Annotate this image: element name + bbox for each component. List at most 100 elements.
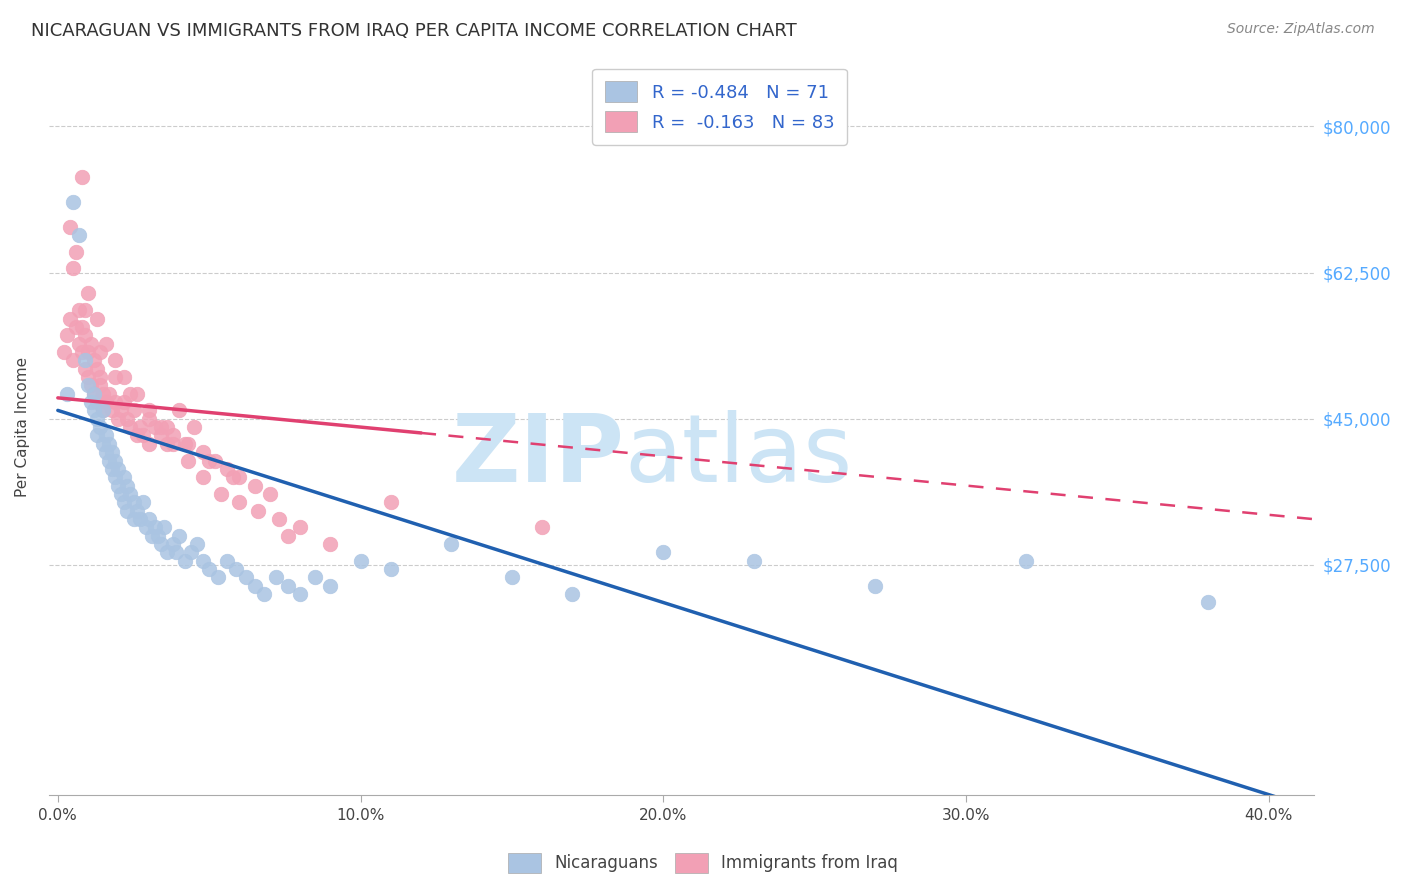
Point	[80, 395, 103, 409]
Point	[104, 470, 127, 484]
Point	[207, 570, 229, 584]
Point	[96, 336, 118, 351]
Point	[177, 453, 200, 467]
Point	[59, 311, 82, 326]
Point	[440, 537, 463, 551]
Point	[288, 587, 311, 601]
Point	[135, 520, 157, 534]
Point	[65, 244, 87, 259]
Point	[380, 562, 402, 576]
Point	[91, 437, 114, 451]
Point	[122, 403, 145, 417]
Point	[561, 587, 583, 601]
Point	[180, 545, 202, 559]
Point	[89, 345, 111, 359]
Point	[146, 529, 169, 543]
Point	[75, 328, 97, 343]
Point	[91, 403, 114, 417]
Point	[152, 520, 174, 534]
Point	[131, 495, 153, 509]
Point	[117, 478, 139, 492]
Y-axis label: Per Capita Income: Per Capita Income	[15, 357, 30, 497]
Point	[162, 537, 184, 551]
Point	[380, 495, 402, 509]
Point	[59, 219, 82, 234]
Point	[1015, 554, 1038, 568]
Point	[131, 428, 153, 442]
Point	[863, 579, 886, 593]
Point	[62, 194, 84, 209]
Point	[243, 579, 266, 593]
Point	[191, 554, 214, 568]
Point	[107, 478, 129, 492]
Point	[128, 512, 150, 526]
Point	[83, 403, 105, 417]
Point	[77, 345, 100, 359]
Point	[67, 303, 90, 318]
Point	[125, 503, 148, 517]
Point	[112, 470, 135, 484]
Point	[243, 478, 266, 492]
Point	[259, 487, 281, 501]
Point	[89, 420, 111, 434]
Point	[1197, 595, 1219, 609]
Point	[186, 537, 208, 551]
Text: atlas: atlas	[624, 410, 852, 502]
Point	[217, 462, 239, 476]
Point	[70, 345, 93, 359]
Point	[149, 428, 172, 442]
Point	[96, 445, 118, 459]
Point	[264, 570, 287, 584]
Point	[277, 529, 299, 543]
Point	[141, 529, 163, 543]
Point	[122, 495, 145, 509]
Point	[138, 411, 160, 425]
Point	[156, 545, 179, 559]
Point	[77, 286, 100, 301]
Point	[75, 303, 97, 318]
Point	[277, 579, 299, 593]
Point	[77, 370, 100, 384]
Point	[304, 570, 326, 584]
Point	[162, 428, 184, 442]
Point	[83, 386, 105, 401]
Point	[75, 353, 97, 368]
Point	[98, 453, 121, 467]
Point	[128, 420, 150, 434]
Point	[149, 420, 172, 434]
Point	[235, 570, 257, 584]
Point	[138, 512, 160, 526]
Point	[225, 562, 247, 576]
Point	[652, 545, 675, 559]
Point	[65, 319, 87, 334]
Point	[104, 395, 127, 409]
Point	[742, 554, 765, 568]
Point	[288, 520, 311, 534]
Point	[91, 403, 114, 417]
Point	[104, 453, 127, 467]
Point	[83, 353, 105, 368]
Point	[86, 311, 108, 326]
Point	[70, 319, 93, 334]
Point	[120, 386, 142, 401]
Point	[167, 529, 190, 543]
Point	[112, 395, 135, 409]
Point	[162, 437, 184, 451]
Point	[156, 437, 179, 451]
Point	[77, 378, 100, 392]
Point	[217, 554, 239, 568]
Point	[89, 370, 111, 384]
Text: Source: ZipAtlas.com: Source: ZipAtlas.com	[1227, 22, 1375, 37]
Point	[174, 437, 197, 451]
Point	[319, 537, 342, 551]
Point	[138, 437, 160, 451]
Point	[177, 437, 200, 451]
Point	[80, 378, 103, 392]
Point	[149, 537, 172, 551]
Point	[191, 445, 214, 459]
Point	[228, 495, 250, 509]
Point	[101, 403, 124, 417]
Point	[101, 445, 124, 459]
Point	[70, 169, 93, 184]
Point	[67, 227, 90, 242]
